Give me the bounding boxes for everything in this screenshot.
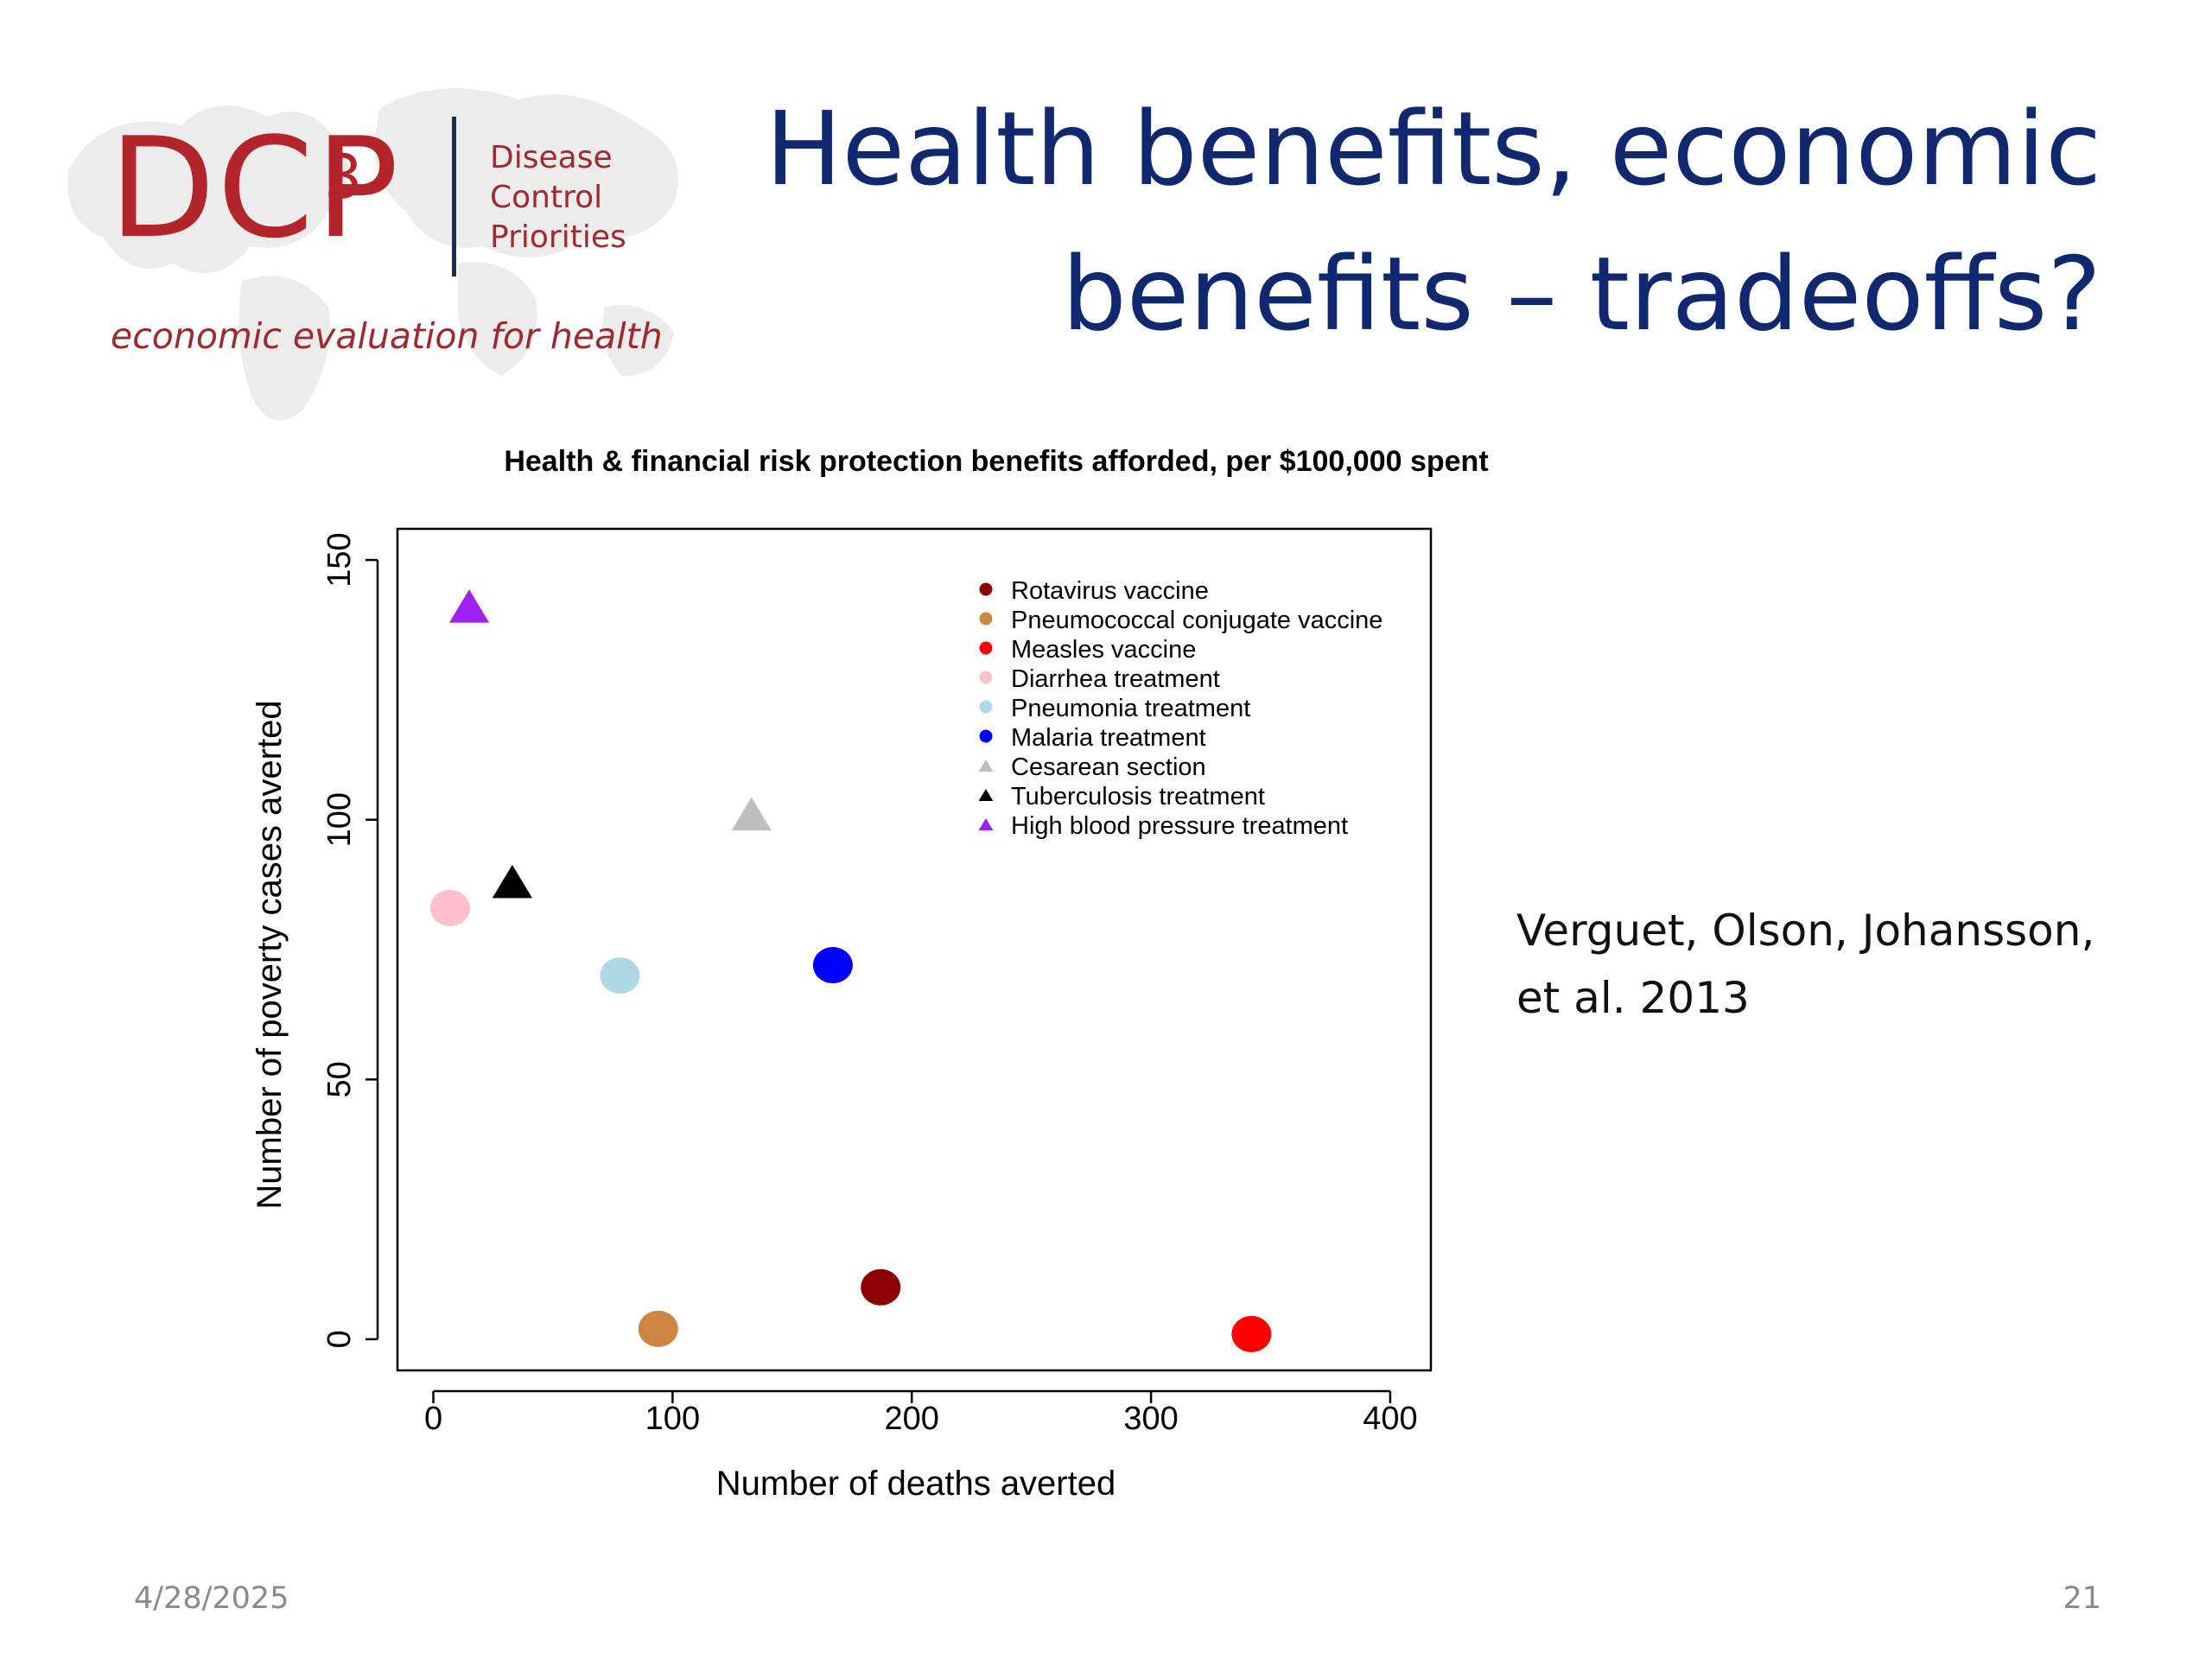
slide-title-line-2: benefits – tradeoffs?: [1061, 234, 2101, 353]
legend-label: High blood pressure treatment: [1011, 812, 1348, 840]
slide-date: 4/28/2025: [134, 1581, 289, 1616]
data-point: [600, 957, 640, 995]
citation: Verguet, Olson, Johansson, et al. 2013: [1516, 897, 2094, 1032]
legend-label: Measles vaccine: [1011, 636, 1196, 664]
chart-title: Health & financial risk protection benef…: [504, 445, 1488, 478]
slide-title: Health benefits, economic benefits – tra…: [632, 76, 2101, 366]
legend-label: Diarrhea treatment: [1011, 665, 1220, 693]
legend-marker: [978, 789, 994, 801]
y-tick-label: 50: [321, 1061, 358, 1097]
data-point: [429, 889, 470, 926]
x-axis-label: Number of deaths averted: [716, 1465, 1116, 1503]
legend-label: Tuberculosis treatment: [1011, 783, 1265, 810]
logo-tagline: economic evaluation for health: [111, 315, 663, 357]
legend-label: Pneumococcal conjugate vaccine: [1011, 607, 1382, 634]
x-tick-label: 0: [424, 1401, 442, 1437]
x-tick-label: 400: [1363, 1401, 1417, 1437]
legend-marker: [978, 760, 994, 772]
logo-superscript: 3: [324, 142, 363, 213]
legend-label: Pneumonia treatment: [1011, 695, 1250, 722]
legend-label: Cesarean section: [1011, 753, 1206, 781]
logo-word-priorities: Priorities: [490, 219, 626, 255]
x-tick-label: 300: [1123, 1401, 1178, 1437]
x-tick-label: 200: [885, 1401, 939, 1437]
data-point: [812, 947, 853, 984]
y-tick-label: 150: [321, 532, 358, 587]
logo-words: Disease Control Priorities: [490, 138, 626, 257]
data-point: [731, 797, 772, 831]
legend-marker: [979, 700, 993, 714]
legend-marker: [979, 582, 993, 596]
legend-marker: [978, 818, 994, 830]
data-point: [638, 1310, 678, 1347]
data-point: [492, 864, 532, 899]
world-map-graphic: [67, 88, 678, 421]
y-tick-label: 0: [321, 1330, 358, 1348]
legend-label: Rotavirus vaccine: [1011, 577, 1209, 605]
logo-word-disease: Disease: [490, 140, 613, 175]
legend-marker: [979, 729, 993, 743]
data-point: [861, 1268, 901, 1306]
x-tick-label: 100: [645, 1401, 700, 1437]
slide-page-number: 21: [2063, 1581, 2101, 1616]
y-axis-label: Number of poverty cases averted: [251, 700, 289, 1209]
data-point: [448, 589, 490, 623]
logo-word-control: Control: [490, 180, 603, 215]
citation-line-1: Verguet, Olson, Johansson,: [1516, 906, 2095, 956]
legend-marker: [979, 612, 993, 626]
slide-title-line-1: Health benefits, economic: [765, 89, 2101, 208]
legend-marker: [979, 641, 993, 655]
logo-divider: [452, 117, 456, 276]
legend-label: Malaria treatment: [1011, 724, 1206, 752]
plot-frame: [396, 527, 1433, 1372]
data-point: [1231, 1315, 1272, 1352]
citation-line-2: et al. 2013: [1516, 973, 1750, 1023]
y-tick-label: 100: [321, 792, 358, 847]
legend-marker: [979, 671, 993, 684]
logo-wordmark: DCP: [109, 107, 401, 269]
